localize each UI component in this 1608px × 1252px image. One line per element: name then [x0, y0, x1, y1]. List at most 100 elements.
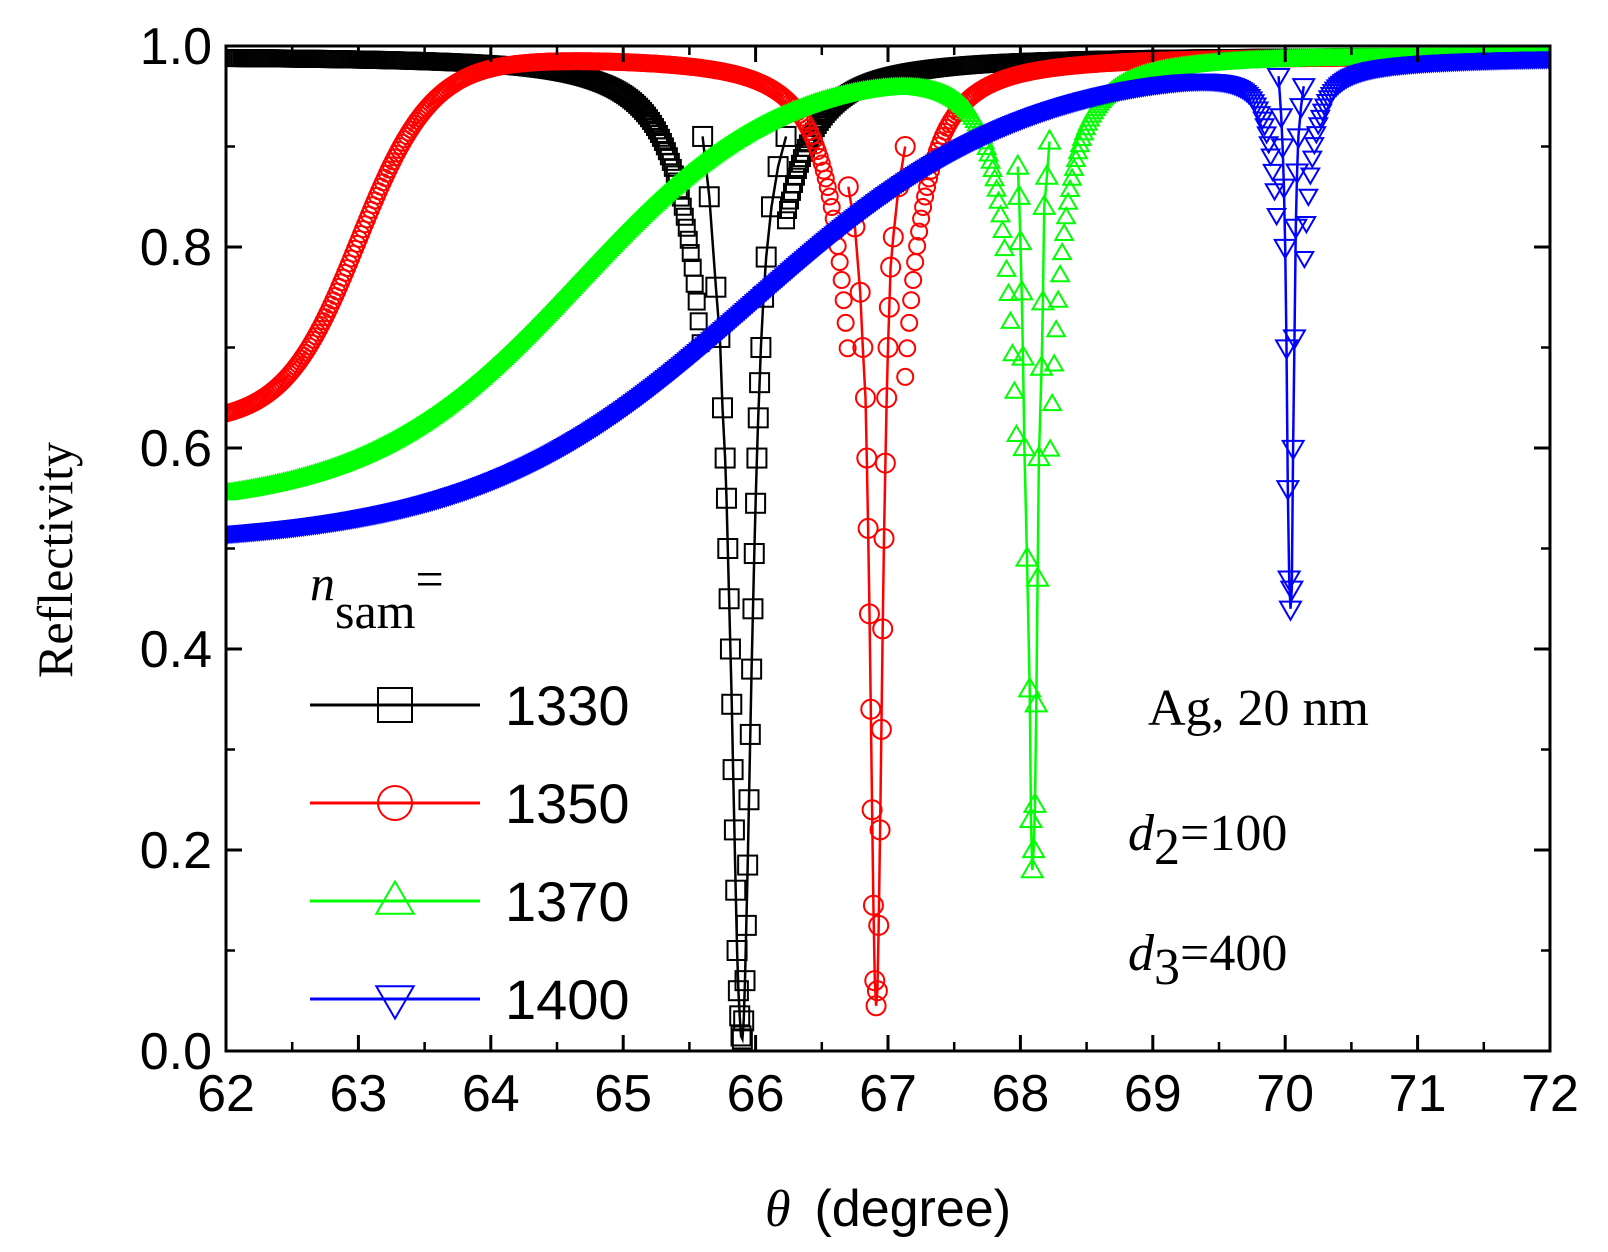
series-1350-point [816, 169, 835, 188]
series-1400-dip-point [1269, 108, 1294, 130]
series-1350-point [838, 339, 857, 358]
series-1400-dip-point [1271, 178, 1297, 200]
series-1350-point [900, 313, 919, 332]
series-1400-point [1309, 109, 1331, 129]
series-1350-point [904, 271, 923, 290]
series-1350-dip-point [862, 894, 884, 916]
series-1350-point [906, 253, 925, 272]
series-1350-dip-point [868, 914, 890, 936]
series-1370-point [982, 158, 1004, 177]
series-layer [226, 46, 1550, 1050]
series-1350-dip-point [882, 226, 904, 248]
series-1330-point [792, 149, 811, 168]
series-1400-point [1299, 167, 1321, 186]
series-1330-dip-point [747, 407, 769, 429]
series-1400-dip-point [1275, 480, 1301, 502]
series-1370-dip-point [1006, 183, 1032, 205]
y-tick-label: 0.4 [140, 621, 212, 679]
legend-marker [377, 687, 413, 723]
series-1330-dip-point [718, 588, 740, 610]
series-1350-dip-point [866, 980, 888, 1002]
series-1330-dip-point [745, 492, 767, 514]
x-tick-label: 71 [1389, 1065, 1447, 1123]
series-1350-point [818, 178, 837, 197]
series-1330-dip-point [750, 337, 772, 358]
series-1370-point [1045, 319, 1067, 338]
annotation-d3: d3=400 [1128, 925, 1287, 996]
legend-entry-1350: 1350 [310, 772, 630, 835]
series-1400-dip-point [1266, 68, 1291, 90]
series-1400-point [1266, 208, 1288, 227]
series-1350-point [832, 271, 851, 290]
series-1400-dip-point [1273, 238, 1298, 260]
series-1400-dip-point [1279, 580, 1305, 602]
series-1330-point [663, 158, 682, 177]
series-1350-dip-point [870, 718, 892, 740]
annotation-d3-subscript: 3 [1154, 939, 1180, 996]
series-1370-dip-point [1034, 163, 1060, 185]
x-tick-label: 69 [1124, 1065, 1182, 1123]
series-1400-dip-point [1276, 570, 1302, 592]
series-1330-point [673, 197, 692, 216]
legend-title-subscript: sam [335, 583, 416, 639]
legend-marker [374, 879, 416, 915]
series-1330-point [683, 258, 702, 277]
series-1400-point [1260, 148, 1282, 167]
series-1350-dip-point [880, 256, 902, 278]
series-1330-dip-point [755, 246, 777, 268]
legend: nsam= 1330 1350 1370 1400 [310, 551, 630, 1031]
series-1330-dip-point [726, 940, 748, 961]
series-1330-dip-point [725, 879, 747, 901]
series-1400-point [1293, 250, 1315, 270]
annotation-d2-symbol: d [1128, 805, 1155, 862]
x-axis-symbol: θ [765, 1181, 791, 1238]
y-axis-label: Reflectivity [27, 442, 83, 678]
series-1400-dip-line [1277, 76, 1305, 609]
series-1370-point [1059, 178, 1081, 197]
series-1350-point [896, 367, 915, 386]
y-tick-label: 0.2 [140, 822, 212, 880]
series-1330-dip-point [760, 196, 782, 218]
series-1350-point [916, 187, 935, 206]
series-1370-point [990, 204, 1012, 223]
series-1350-point [830, 253, 849, 272]
series-1400-dip-point [1282, 329, 1307, 351]
series-1350-point [912, 209, 931, 228]
series-1370-point [1001, 343, 1023, 362]
series-1370-dip-point [1037, 128, 1062, 150]
series-1370-point [1047, 289, 1069, 308]
series-1330-point [653, 132, 672, 151]
series-1330-dip-point [737, 854, 759, 876]
series-1370-dip-point [1020, 857, 1045, 879]
annotation-d3-symbol: d [1128, 925, 1155, 982]
series-1350-point [814, 161, 833, 180]
series-1400-dip-point [1291, 78, 1316, 100]
series-1330-dip-point [733, 1010, 755, 1032]
series-1330-point [685, 274, 704, 293]
series-1370-point [1041, 392, 1063, 412]
series-1350-dip-point [874, 452, 896, 474]
series-1370-point [1071, 127, 1093, 146]
series-1330-dip-point [749, 372, 771, 394]
series-1370-dip-point [1029, 354, 1054, 376]
series-1350-dip-point [857, 517, 879, 539]
series-1370-point [1061, 167, 1083, 186]
series-1400-point [1297, 188, 1319, 207]
x-tick-label: 72 [1521, 1065, 1579, 1123]
series-1370-dip-point [1012, 435, 1037, 457]
legend-label: 1330 [505, 674, 630, 737]
series-1350-dip-point [865, 995, 887, 1017]
series-1330-point [687, 292, 706, 311]
series-1350-dip-point [858, 603, 880, 625]
series-1330-dip-point [734, 970, 756, 992]
x-tick-label: 68 [991, 1065, 1049, 1123]
series-1370-point [1057, 191, 1079, 210]
series-1370-dip-line [1016, 141, 1051, 871]
series-1350-point [910, 222, 929, 241]
legend-entry-1400: 1400 [310, 968, 630, 1031]
series-1370 [226, 46, 1550, 879]
series-1370-dip-point [1024, 691, 1049, 713]
series-1370-point [993, 237, 1016, 257]
x-tick-label: 66 [727, 1065, 785, 1123]
